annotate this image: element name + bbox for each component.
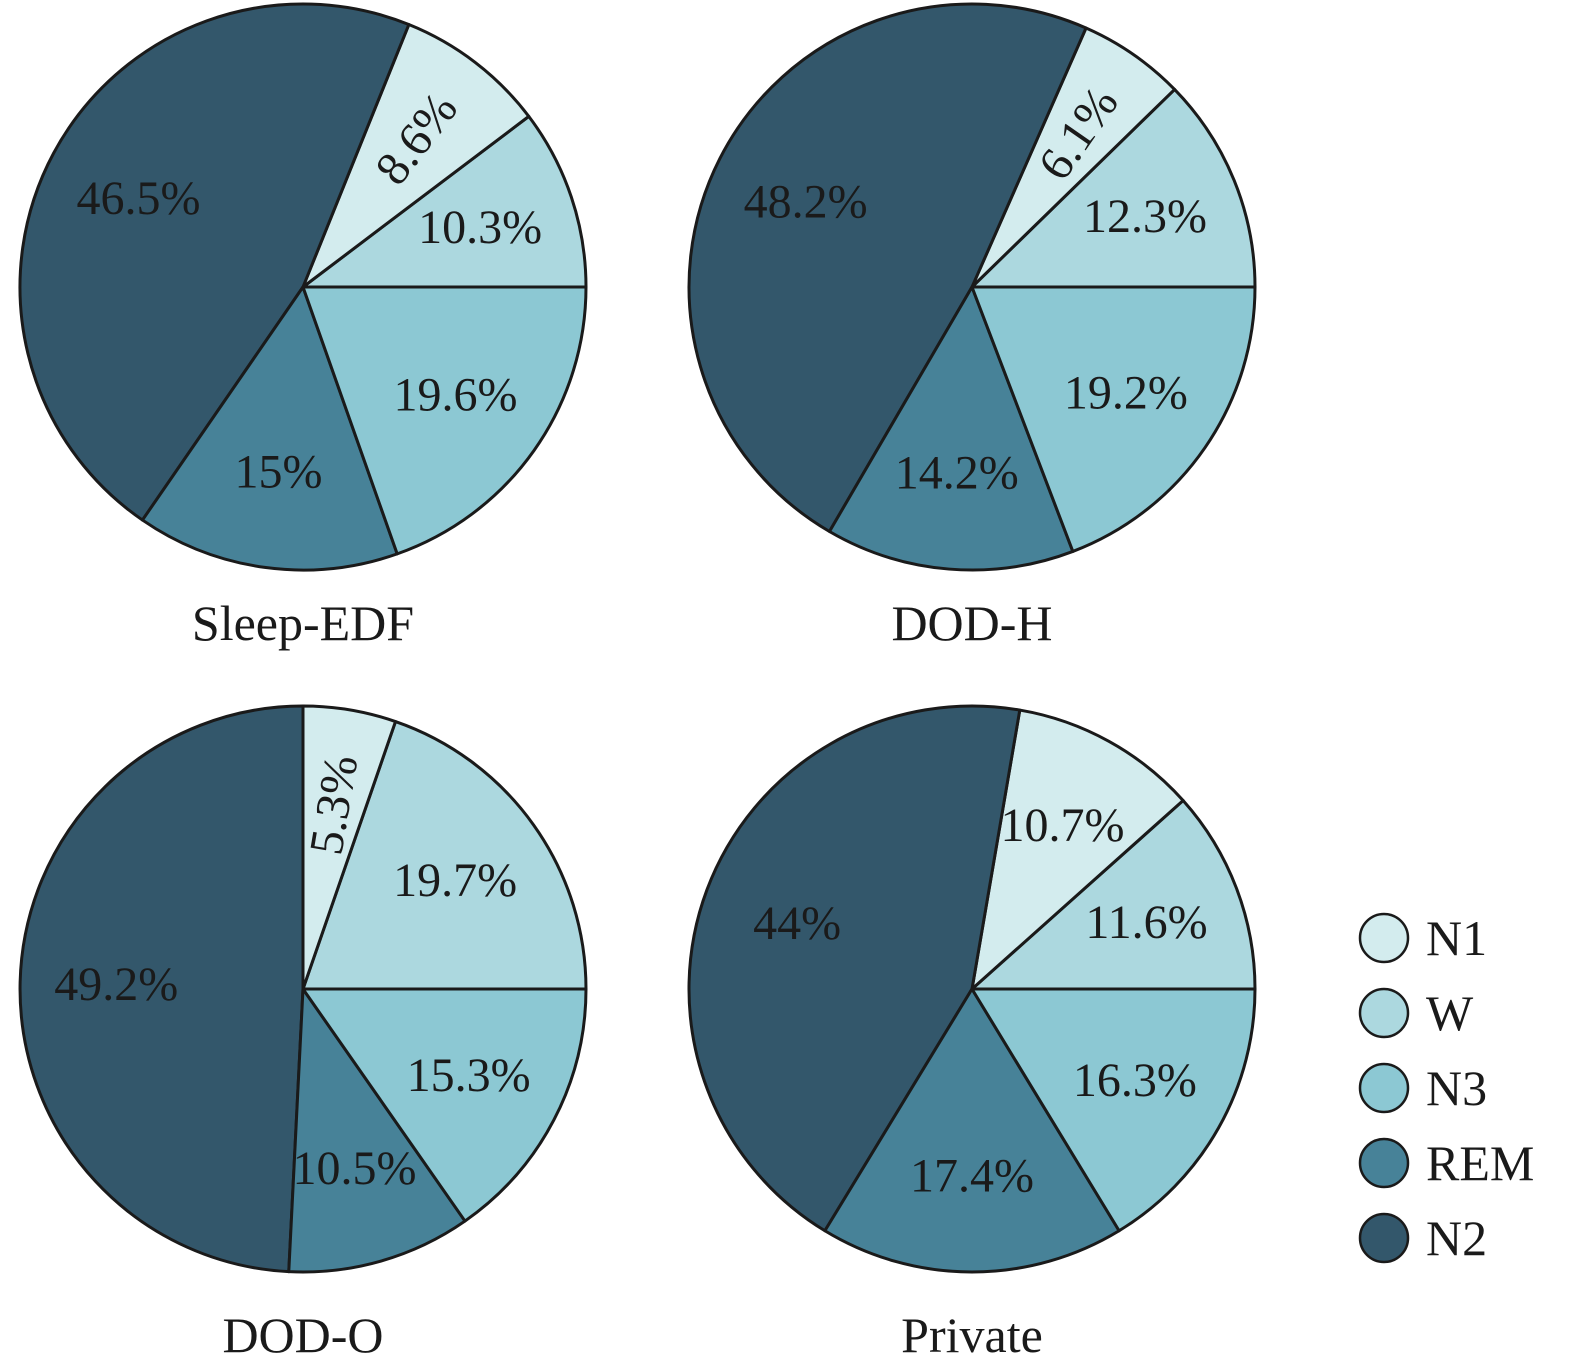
pie-slice-sleep-edf-n2	[18, 2, 411, 522]
legend-swatch-n3	[1358, 1062, 1410, 1114]
slice-label-sleep-edf-n2: 46.5%	[76, 172, 200, 225]
slice-label-private-w: 11.6%	[1085, 896, 1207, 949]
legend-swatch-n1	[1358, 912, 1410, 964]
legend-label-n1: N1	[1426, 910, 1487, 966]
pie-slice-private-n1	[970, 708, 1185, 991]
slice-label-dod-o-w: 19.7%	[393, 854, 517, 907]
slice-label-sleep-edf-rem: 15%	[234, 446, 322, 499]
pie-slice-dod-o-rem	[287, 987, 467, 1274]
slice-label-dod-o-n2: 49.2%	[54, 958, 178, 1011]
pie-slice-sleep-edf-w	[301, 114, 588, 289]
legend-label-n2: N2	[1426, 1210, 1487, 1266]
chart-title-private: Private	[901, 1307, 1043, 1363]
pie-slice-sleep-edf-n1	[301, 23, 531, 289]
legend-swatch-w	[1358, 987, 1410, 1039]
pie-slice-dod-o-n3	[301, 987, 588, 1223]
slice-label-private-n2: 44%	[753, 897, 841, 950]
chart-title-sleep-edf: Sleep-EDF	[192, 595, 414, 651]
pie-slice-private-rem	[823, 987, 1121, 1274]
legend-swatch-rem	[1358, 1137, 1410, 1189]
pie-slice-private-w	[970, 799, 1257, 991]
pie-slice-dod-h-n2	[687, 2, 1088, 533]
slice-label-private-n3: 16.3%	[1073, 1054, 1197, 1107]
pie-chart-sleep-edf: 10.3%8.6%46.5%15%19.6%	[18, 2, 588, 572]
pie-chart-dod-h: 12.3%6.1%48.2%14.2%19.2%	[687, 2, 1257, 572]
slice-label-dod-h-rem: 14.2%	[895, 447, 1019, 500]
chart-title-dod-h: DOD-H	[891, 595, 1052, 651]
slice-label-private-n1: 10.7%	[1001, 799, 1125, 852]
slice-label-private-rem: 17.4%	[910, 1149, 1034, 1202]
slice-label-sleep-edf-n3: 19.6%	[393, 368, 517, 421]
legend-label-w: W	[1426, 985, 1474, 1041]
pie-chart-dod-o: 19.7%5.3%49.2%10.5%15.3%	[18, 704, 588, 1274]
pie-slice-dod-h-rem	[827, 285, 1075, 572]
slice-label-dod-o-n3: 15.3%	[407, 1049, 531, 1102]
pie-slice-dod-h-w	[970, 87, 1257, 289]
pie-chart-private: 11.6% 10.7% 44% 17.4% 16.3%	[687, 704, 1257, 1274]
slice-label-dod-o-rem: 10.5%	[293, 1142, 417, 1195]
pie-slice-private-n2	[687, 704, 1022, 1233]
pie-slice-sleep-edf-rem	[140, 285, 399, 572]
pie-slice-sleep-edf-n3	[301, 285, 588, 556]
pie-slice-dod-h-n3	[970, 285, 1257, 553]
slice-label-sleep-edf-w: 10.3%	[418, 201, 542, 254]
legend: N1 W N3 REM N2	[1358, 910, 1534, 1266]
legend-label-n3: N3	[1426, 1060, 1487, 1116]
slice-label-dod-h-w: 12.3%	[1083, 190, 1207, 243]
chart-title-dod-o: DOD-O	[222, 1307, 383, 1363]
slice-label-dod-h-n2: 48.2%	[744, 176, 868, 229]
pie-slice-dod-o-n2	[18, 704, 305, 1274]
legend-swatch-n2	[1358, 1212, 1410, 1264]
pie-slice-private-n3	[970, 987, 1257, 1233]
slice-label-dod-h-n3: 19.2%	[1064, 366, 1188, 419]
legend-label-rem: REM	[1426, 1135, 1534, 1191]
